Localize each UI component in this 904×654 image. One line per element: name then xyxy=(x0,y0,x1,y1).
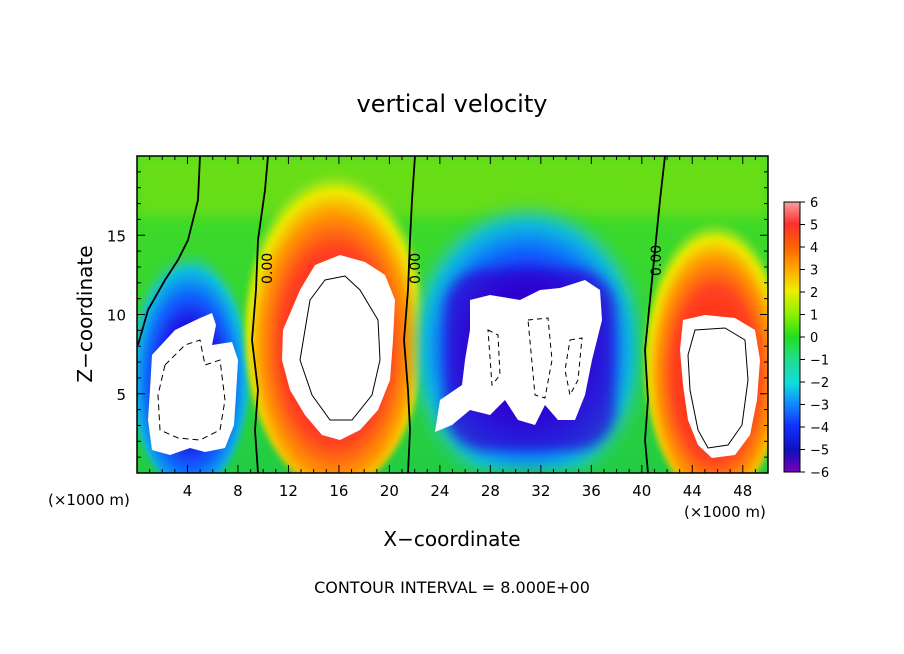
zero-contour-4 xyxy=(644,156,666,473)
zero-contour-3 xyxy=(403,156,416,473)
contour-interval-text: CONTOUR INTERVAL = 8.000E+00 xyxy=(314,578,590,597)
colorbar-tick-label: 5 xyxy=(810,219,818,234)
x-tick-label: 16 xyxy=(329,482,348,500)
x-tick-label: 40 xyxy=(632,482,651,500)
x-axis-label: X−coordinate xyxy=(383,527,520,551)
zero-contour-2 xyxy=(251,156,269,473)
chart-title: vertical velocity xyxy=(357,90,548,118)
x-tick-label: 44 xyxy=(683,482,702,500)
dashed-contour-left xyxy=(157,339,226,441)
colorbar-tick-label: 0 xyxy=(810,331,818,346)
contour-label-1: 0.00 xyxy=(260,253,276,284)
y-tick-label: 5 xyxy=(116,386,126,404)
x-tick-label: 4 xyxy=(183,482,193,500)
dashed-contour-dd-1 xyxy=(487,329,501,387)
y-tick-label: 10 xyxy=(107,307,126,325)
colorbar-tick-label: −6 xyxy=(810,466,829,481)
x-tick-label: 28 xyxy=(481,482,500,500)
x-axis-ticks: 4 8 12 16 20 24 28 32 36 40 44 48 xyxy=(149,156,756,500)
colorbar-tick-label: −5 xyxy=(810,444,829,459)
colorbar-tick-label: −4 xyxy=(810,421,829,436)
zero-contour-1 xyxy=(137,156,201,346)
x-tick-label: 8 xyxy=(233,482,243,500)
saturated-region-left xyxy=(148,313,238,455)
colorbar-tick-label: 3 xyxy=(810,264,818,279)
colorbar xyxy=(783,201,801,473)
contour-label-3: 0.00 xyxy=(649,245,665,276)
interior-contours xyxy=(157,275,749,449)
colorbar-tick-label: −3 xyxy=(810,399,829,414)
x-tick-label: 12 xyxy=(279,482,298,500)
zero-contours xyxy=(137,156,666,473)
x-tick-label: 24 xyxy=(430,482,449,500)
saturated-region-right xyxy=(680,315,760,458)
colorbar-ticks: 6 5 4 3 2 1 0 −1 −2 −3 −4 −5 −6 xyxy=(800,196,829,481)
colorbar-tick-label: −1 xyxy=(810,354,829,369)
y-axis-ticks: 5 10 15 xyxy=(107,171,768,458)
x-unit-label-left: (×1000 m) xyxy=(48,491,130,509)
x-tick-label: 36 xyxy=(582,482,601,500)
colorbar-tick-label: 1 xyxy=(810,309,818,324)
colorbar-tick-label: 6 xyxy=(810,196,818,211)
colorbar-tick-label: 4 xyxy=(810,241,818,256)
x-tick-label: 32 xyxy=(531,482,550,500)
solid-contour-right xyxy=(687,327,749,449)
heatmap-field xyxy=(137,156,768,473)
solid-contour-center xyxy=(299,275,381,421)
colorbar-tick-label: 2 xyxy=(810,286,818,301)
saturated-region-right-dd xyxy=(435,280,602,432)
x-tick-label: 20 xyxy=(380,482,399,500)
x-tick-label: 48 xyxy=(733,482,752,500)
contour-label-2: 0.00 xyxy=(408,253,424,284)
x-unit-label-right: (×1000 m) xyxy=(684,503,766,521)
dashed-contour-dd-3 xyxy=(564,337,583,397)
y-tick-label: 15 xyxy=(107,227,126,245)
dashed-contour-dd-2 xyxy=(527,317,553,399)
colorbar-tick-label: −2 xyxy=(810,376,829,391)
y-axis-label: Z−coordinate xyxy=(73,245,97,382)
